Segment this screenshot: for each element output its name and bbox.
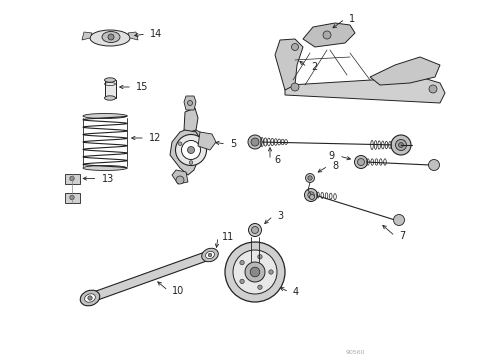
Polygon shape (104, 80, 116, 98)
Circle shape (108, 34, 114, 40)
Circle shape (258, 255, 262, 259)
Circle shape (358, 158, 365, 166)
Circle shape (200, 142, 204, 145)
Circle shape (188, 147, 195, 153)
Text: 15: 15 (136, 82, 148, 92)
Polygon shape (82, 32, 92, 40)
Polygon shape (285, 77, 445, 103)
Circle shape (395, 139, 407, 150)
Text: 14: 14 (150, 29, 162, 39)
Polygon shape (303, 23, 355, 47)
Circle shape (398, 143, 403, 148)
Text: 4: 4 (293, 287, 299, 297)
Text: 5: 5 (230, 139, 236, 149)
Ellipse shape (104, 96, 116, 100)
Circle shape (258, 285, 262, 289)
Polygon shape (65, 174, 79, 184)
Ellipse shape (206, 251, 215, 258)
Circle shape (393, 215, 405, 225)
Ellipse shape (90, 30, 130, 46)
Circle shape (251, 226, 259, 234)
Polygon shape (192, 130, 212, 150)
Polygon shape (184, 96, 196, 110)
Circle shape (391, 135, 411, 155)
Text: 11: 11 (222, 232, 234, 242)
Circle shape (176, 176, 184, 184)
Ellipse shape (102, 31, 120, 42)
Ellipse shape (80, 290, 100, 306)
Circle shape (310, 194, 315, 199)
Ellipse shape (70, 195, 74, 200)
Circle shape (429, 85, 437, 93)
Circle shape (248, 135, 262, 149)
Polygon shape (170, 130, 202, 175)
Text: 1: 1 (349, 14, 355, 24)
Polygon shape (184, 108, 198, 132)
Text: 2: 2 (311, 62, 317, 72)
Circle shape (178, 142, 182, 145)
Circle shape (323, 31, 331, 39)
Circle shape (305, 174, 315, 183)
Circle shape (291, 83, 299, 91)
Text: 10: 10 (172, 285, 184, 296)
Circle shape (88, 296, 92, 300)
Ellipse shape (85, 294, 96, 302)
Circle shape (188, 100, 193, 105)
Text: 90560: 90560 (345, 350, 365, 355)
Circle shape (233, 250, 277, 294)
Ellipse shape (70, 176, 74, 181)
Circle shape (240, 260, 244, 265)
Text: 3: 3 (277, 211, 283, 221)
Polygon shape (370, 57, 440, 85)
Ellipse shape (202, 248, 219, 262)
Circle shape (354, 156, 368, 168)
Polygon shape (172, 170, 188, 184)
Circle shape (189, 161, 193, 164)
Text: 8: 8 (332, 161, 338, 171)
Circle shape (175, 135, 206, 166)
Circle shape (245, 262, 265, 282)
Circle shape (292, 44, 298, 50)
Polygon shape (198, 132, 216, 150)
Ellipse shape (83, 166, 127, 171)
Circle shape (181, 140, 200, 159)
Circle shape (308, 176, 312, 180)
Circle shape (251, 138, 259, 146)
Circle shape (269, 270, 273, 274)
Text: 13: 13 (101, 174, 114, 184)
Circle shape (248, 224, 262, 237)
Text: 9: 9 (329, 151, 335, 161)
Polygon shape (275, 39, 303, 90)
Polygon shape (128, 32, 138, 40)
Text: 7: 7 (399, 231, 405, 241)
Circle shape (208, 253, 212, 257)
Ellipse shape (104, 78, 116, 82)
Circle shape (240, 279, 244, 284)
Ellipse shape (83, 113, 127, 118)
Polygon shape (89, 251, 212, 302)
Circle shape (428, 159, 440, 171)
Text: 12: 12 (149, 133, 161, 143)
Text: 6: 6 (274, 155, 280, 165)
Circle shape (250, 267, 260, 277)
Circle shape (304, 189, 318, 202)
Polygon shape (65, 193, 79, 202)
Circle shape (308, 192, 314, 198)
Circle shape (225, 242, 285, 302)
